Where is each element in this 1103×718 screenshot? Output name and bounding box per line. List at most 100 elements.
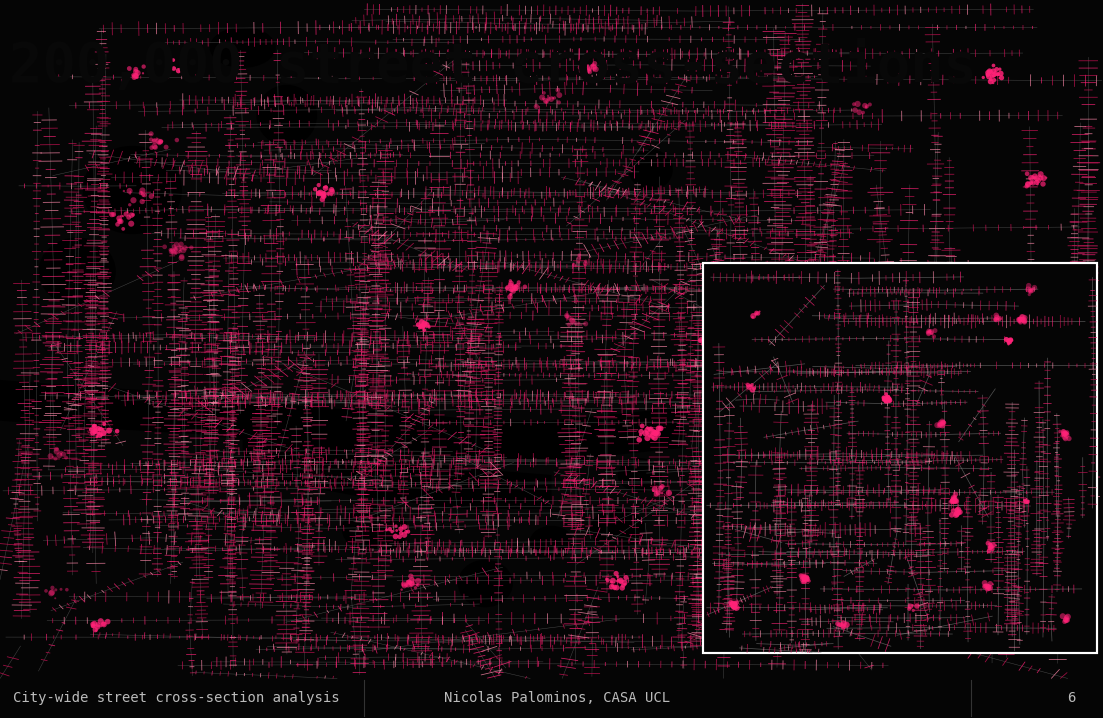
- Point: [92, 424, 109, 435]
- Point: [929, 419, 946, 431]
- Point: [982, 578, 999, 589]
- Point: [420, 321, 438, 332]
- Point: [173, 242, 191, 253]
- Point: [711, 333, 729, 345]
- Point: [979, 583, 997, 595]
- Point: [986, 446, 1004, 457]
- Point: [875, 394, 892, 406]
- Point: [938, 314, 955, 326]
- Point: [1011, 313, 1029, 325]
- Point: [1024, 177, 1041, 189]
- Point: [908, 374, 925, 386]
- Point: [398, 577, 416, 588]
- Point: [949, 505, 966, 516]
- Point: [1026, 282, 1043, 294]
- Point: [914, 380, 932, 391]
- Point: [610, 574, 628, 586]
- Point: [133, 196, 151, 208]
- Point: [794, 573, 812, 584]
- Point: [990, 312, 1008, 324]
- Point: [982, 74, 999, 85]
- Point: [982, 538, 999, 550]
- Point: [393, 584, 410, 595]
- Point: [90, 424, 108, 436]
- Point: [1026, 170, 1043, 182]
- Point: [1029, 179, 1047, 190]
- Point: [915, 376, 933, 388]
- Point: [1024, 172, 1041, 183]
- Point: [944, 505, 962, 516]
- Point: [982, 542, 999, 554]
- Point: [535, 93, 553, 104]
- Point: [988, 313, 1006, 325]
- Point: [646, 428, 664, 439]
- Point: [984, 456, 1002, 467]
- Point: [42, 450, 60, 462]
- Point: [159, 62, 176, 73]
- Point: [94, 424, 111, 435]
- Point: [997, 334, 1015, 345]
- Point: [910, 378, 928, 390]
- Point: [577, 256, 595, 267]
- Point: [89, 619, 107, 630]
- Point: [652, 482, 670, 494]
- Point: [1020, 280, 1038, 292]
- Point: [1021, 284, 1039, 296]
- Point: [933, 416, 951, 428]
- Point: [164, 55, 182, 66]
- Point: [142, 142, 160, 154]
- Point: [728, 602, 746, 613]
- Point: [934, 421, 952, 432]
- Point: [881, 393, 899, 404]
- Point: [984, 449, 1002, 460]
- Point: [795, 633, 813, 644]
- Point: [984, 77, 1002, 88]
- Point: [415, 320, 432, 332]
- Point: [935, 417, 953, 429]
- Point: [913, 372, 931, 383]
- Point: [919, 373, 936, 385]
- Point: [983, 71, 1000, 83]
- Point: [110, 213, 128, 224]
- Point: [103, 209, 120, 220]
- Point: [409, 579, 427, 591]
- Point: [741, 380, 759, 391]
- Point: [990, 313, 1008, 325]
- Point: [697, 337, 715, 349]
- Point: [95, 427, 113, 439]
- Point: [861, 271, 879, 282]
- Point: [933, 416, 951, 428]
- Point: [724, 597, 741, 609]
- Ellipse shape: [458, 560, 513, 607]
- Point: [943, 308, 961, 320]
- Point: [981, 452, 998, 463]
- Point: [567, 317, 585, 329]
- Point: [1057, 427, 1074, 439]
- Point: [117, 69, 135, 80]
- Point: [142, 134, 160, 145]
- Point: [797, 572, 815, 584]
- Point: [44, 582, 62, 594]
- Point: [795, 573, 813, 584]
- Point: [501, 291, 518, 302]
- Point: [850, 106, 868, 118]
- Point: [644, 485, 662, 497]
- Point: [812, 628, 829, 640]
- Point: [797, 573, 815, 584]
- Point: [945, 495, 963, 507]
- Point: [168, 239, 185, 251]
- Point: [698, 335, 716, 347]
- Point: [1015, 312, 1032, 324]
- Point: [1056, 429, 1073, 440]
- Point: [1016, 495, 1034, 506]
- Point: [92, 620, 109, 631]
- Point: [892, 521, 910, 533]
- Point: [119, 206, 137, 218]
- Point: [705, 340, 722, 351]
- Point: [726, 602, 743, 614]
- Point: [310, 187, 328, 199]
- Point: [702, 330, 719, 342]
- Point: [1032, 172, 1050, 184]
- Point: [586, 57, 603, 69]
- Point: [1028, 172, 1046, 184]
